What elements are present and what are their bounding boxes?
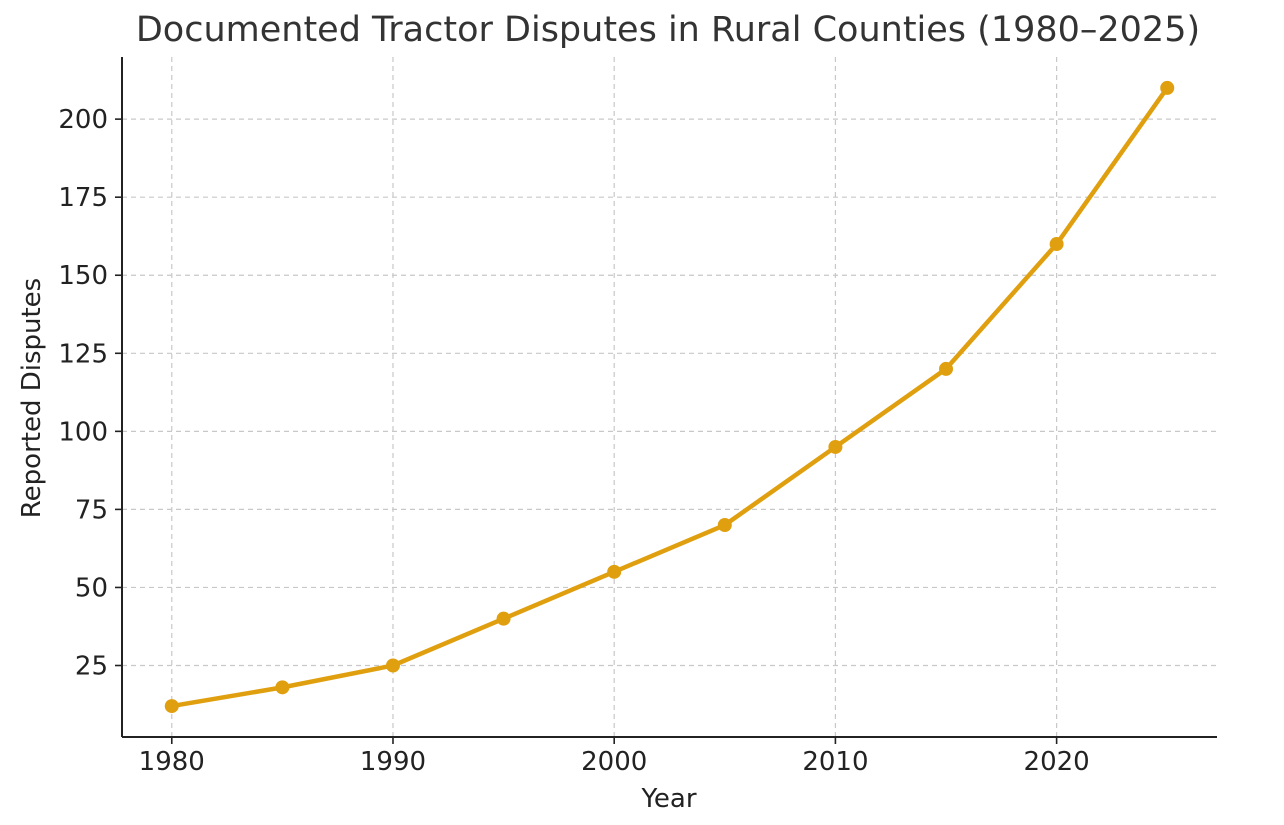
data-point [1049,237,1064,252]
y-tick-label: 200 [58,105,108,135]
x-tick-label: 2000 [581,747,647,777]
y-tick-label: 150 [58,261,108,291]
x-tick-label: 1980 [139,747,205,777]
x-tick-label: 1990 [360,747,426,777]
x-tick-label: 2010 [802,747,868,777]
y-tick-label: 125 [58,339,108,369]
y-tick-label: 100 [58,417,108,447]
y-axis-label: Reported Disputes [17,278,47,518]
y-tick-label: 75 [75,495,108,525]
data-point [1160,80,1175,95]
data-point [939,361,954,376]
data-point [717,518,732,533]
x-tick-label: 2020 [1024,747,1090,777]
data-point [607,564,622,579]
y-tick-label: 50 [75,573,108,603]
ticks: 1980 1990 2000 2010 2020 25 50 75 100 125 150 175 20… [58,105,1089,777]
x-axis-label: Year [640,784,696,814]
y-tick-label: 25 [75,652,108,682]
data-point [828,439,843,454]
data-point [275,680,290,695]
series-line [169,85,1170,709]
axes [121,57,1217,738]
series [164,80,1175,714]
grid [122,57,1217,737]
data-point [385,658,400,673]
data-point [164,699,179,714]
chart-title: Documented Tractor Disputes in Rural Cou… [136,10,1200,50]
y-tick-label: 175 [58,183,108,213]
data-point [496,611,511,626]
